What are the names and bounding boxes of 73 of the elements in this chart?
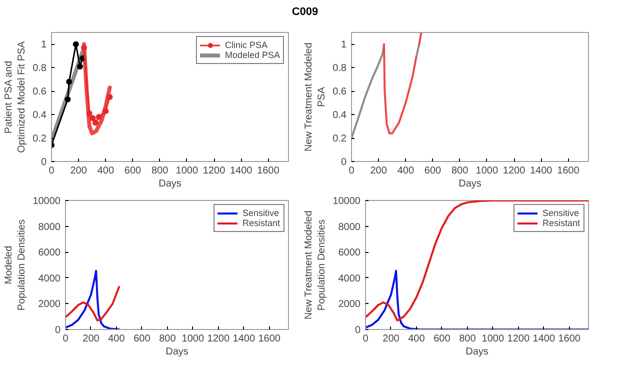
y-tick-label: 0: [340, 157, 347, 168]
x-tick-label: 1400: [530, 166, 553, 176]
x-tick-label: 200: [82, 334, 100, 344]
chart-title: C009: [292, 6, 318, 18]
x-tick-label: 800: [459, 334, 476, 344]
y-tick-label: 0.6: [32, 86, 47, 98]
x-axis-title: Days: [158, 178, 182, 190]
x-tick-label: 1600: [558, 334, 581, 344]
y-tick-label: 0.2: [32, 134, 47, 145]
y-tick-label: 0: [354, 325, 361, 336]
legend-label: Modeled PSA: [224, 50, 280, 60]
y-tick-label: 1: [340, 40, 347, 51]
x-tick-label: 1400: [230, 166, 253, 176]
x-tick-label: 800: [452, 166, 469, 176]
x-tick-label: 200: [382, 334, 400, 344]
y-tick-label: 6000: [338, 248, 361, 259]
y-axis-title: Modeled Population Densities: [3, 219, 28, 311]
y-axis-title: New Treatment Modeled Population Densities: [303, 210, 328, 320]
y-tick-label: 0.8: [332, 63, 347, 74]
y-tick-label: 0: [54, 325, 61, 336]
x-tick-label: 400: [108, 334, 126, 344]
x-tick-label: 400: [97, 166, 114, 176]
y-axis-title: Patient PSA and Optimized Model Fit PSA: [3, 40, 28, 153]
x-tick-label: 600: [434, 334, 451, 344]
y-tick-label: 6000: [38, 248, 61, 259]
x-tick-label: 1600: [257, 166, 280, 176]
y-tick-label: 2000: [38, 299, 61, 310]
y-tick-label: 10000: [332, 196, 361, 207]
x-tick-label: 600: [124, 166, 142, 176]
y-axis-title: New Treatment Modeled PSA: [303, 42, 328, 152]
y-tick-label: 2000: [338, 299, 361, 310]
y-tick-label: 10000: [32, 196, 61, 207]
x-tick-label: 200: [70, 166, 88, 176]
x-tick-label: 1200: [502, 166, 526, 176]
x-tick-label: 800: [152, 166, 169, 176]
x-tick-label: 0: [362, 334, 369, 344]
x-axis-title: Days: [466, 346, 488, 358]
x-tick-label: 1400: [232, 334, 256, 344]
x-tick-label: 800: [159, 334, 176, 344]
x-tick-label: 1000: [476, 166, 498, 176]
legend-label: Resistant: [242, 218, 280, 228]
legend-label: Clinic PSA: [224, 40, 268, 50]
x-tick-label: 1200: [202, 166, 226, 176]
x-tick-label: 1600: [557, 166, 580, 176]
x-tick-label: 400: [397, 166, 414, 176]
x-tick-label: 1200: [207, 334, 230, 344]
y-tick-label: 4000: [338, 273, 361, 284]
x-tick-label: 200: [370, 166, 388, 176]
y-tick-label: 1: [40, 40, 47, 51]
x-tick-label: 1600: [258, 334, 281, 344]
y-tick-label: 0.4: [332, 110, 347, 122]
y-tick-label: 0.2: [332, 134, 347, 145]
x-tick-label: 400: [408, 334, 426, 344]
y-tick-label: 0.8: [32, 63, 47, 74]
x-tick-label: 1200: [507, 334, 530, 344]
x-tick-label: 1000: [482, 334, 504, 344]
y-tick-label: 0: [40, 157, 47, 168]
x-tick-label: 600: [424, 166, 442, 176]
y-tick-label: 8000: [338, 222, 361, 233]
y-tick-label: 8000: [38, 222, 61, 233]
x-tick-label: 600: [134, 334, 151, 344]
legend-label: Sensitive: [242, 208, 279, 218]
y-tick-label: 0.4: [32, 110, 47, 122]
x-axis-title: Days: [166, 346, 188, 358]
legend-label: Sensitive: [542, 208, 579, 218]
y-tick-label: 4000: [38, 273, 61, 284]
x-tick-label: 1000: [176, 166, 198, 176]
y-tick-label: 0.6: [332, 86, 347, 98]
x-tick-label: 1400: [532, 334, 556, 344]
x-tick-label: 0: [62, 334, 69, 344]
legend-label: Resistant: [542, 218, 580, 228]
x-tick-label: 1000: [182, 334, 204, 344]
x-axis-title: Days: [458, 178, 482, 190]
